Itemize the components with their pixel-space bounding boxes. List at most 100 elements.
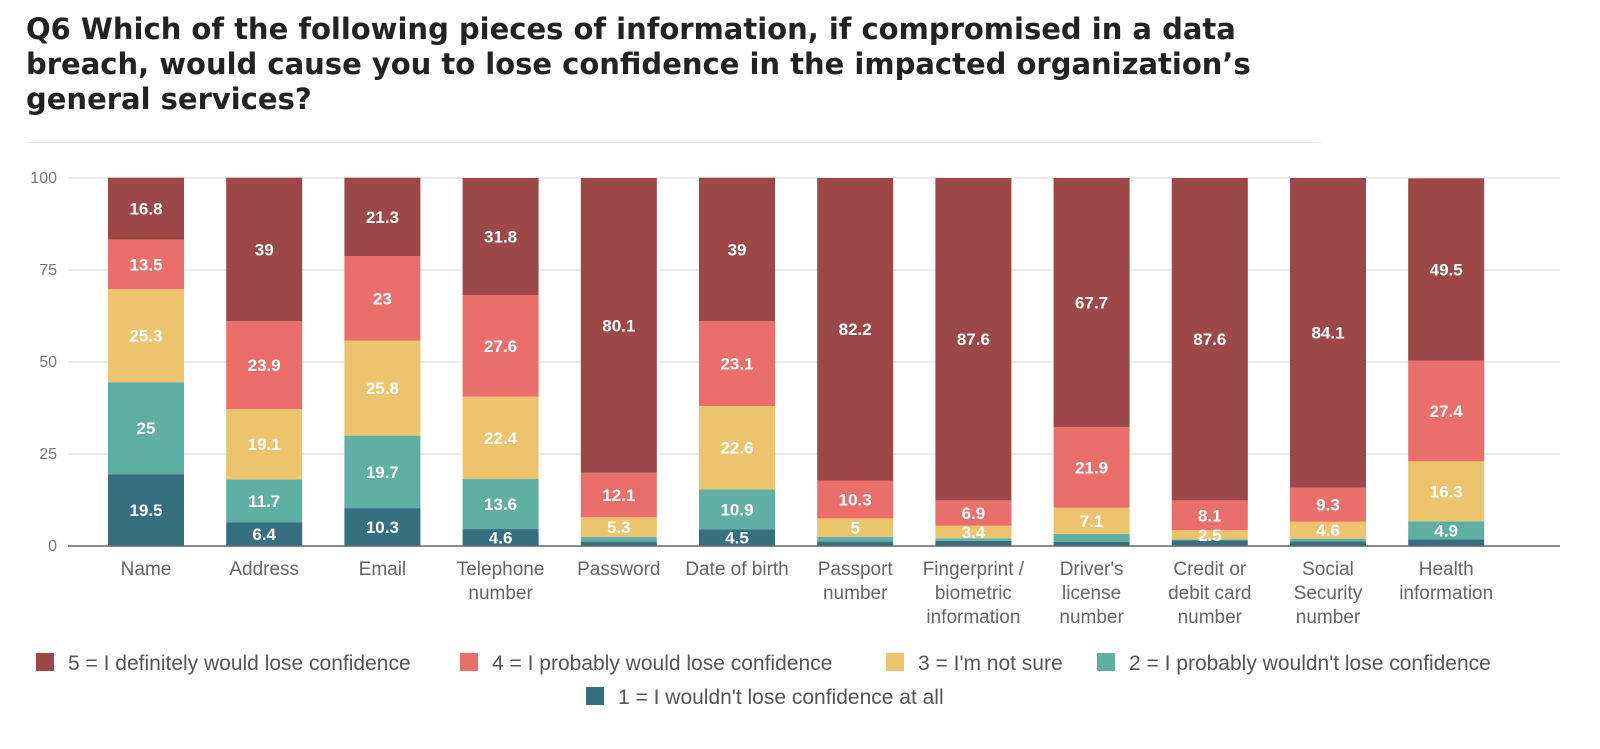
bar-segment (817, 536, 894, 542)
bar-segment (344, 340, 421, 436)
x-tick-label: biometric (935, 583, 1012, 604)
x-tick-label: Email (359, 559, 407, 580)
bar-segment (1171, 540, 1248, 546)
data-label: 22.6 (720, 439, 753, 458)
bar-segment (699, 529, 775, 546)
bar-segment (580, 517, 657, 537)
x-tick-label: number (1059, 607, 1124, 628)
x-tick-label: Name (121, 559, 172, 580)
bar-segment (1171, 530, 1248, 540)
bar-segment (1290, 487, 1366, 522)
y-tick-label: 25 (39, 446, 57, 463)
bar-segment (1408, 360, 1485, 462)
data-label: 67.7 (1075, 294, 1108, 313)
bar-segment (935, 538, 1012, 541)
bar-segment (699, 489, 775, 530)
x-tick-label: Credit or (1173, 559, 1247, 580)
data-label: 25.3 (129, 327, 162, 346)
data-label: 19.5 (129, 501, 162, 520)
bar-segment (580, 541, 657, 546)
y-tick-label: 0 (48, 538, 57, 555)
data-label: 19.7 (366, 463, 399, 482)
legend-label: 5 = I definitely would lose confidence (68, 652, 411, 675)
data-label: 16.3 (1430, 482, 1463, 501)
data-label: 16.8 (129, 200, 162, 219)
data-label: 21.9 (1075, 458, 1108, 477)
bar-segment (108, 239, 184, 290)
data-label: 7.1 (1080, 512, 1104, 531)
title-divider (26, 142, 1321, 143)
data-label: 4.6 (1316, 521, 1340, 540)
x-tick-label: number (1296, 607, 1361, 628)
y-tick-label: 100 (30, 170, 57, 187)
bar-segment (1171, 500, 1248, 531)
data-label: 2.5 (1198, 526, 1222, 545)
data-label: 39 (255, 240, 274, 259)
legend-swatch (886, 653, 904, 671)
data-label: 4.5 (725, 529, 749, 548)
bar-segment (226, 409, 303, 480)
x-tick-label: Security (1294, 583, 1363, 604)
data-label: 10.3 (366, 518, 399, 537)
bar-segment (1171, 539, 1248, 541)
bar-segment (817, 178, 894, 481)
bar-segment (1053, 541, 1130, 546)
bar-segment (1053, 178, 1130, 428)
data-label: 82.2 (839, 320, 872, 339)
x-tick-label: Telephone (457, 559, 545, 580)
bar-segment (462, 295, 539, 397)
bar-segment (226, 522, 303, 546)
data-label: 13.6 (484, 495, 517, 514)
bar-segment (699, 321, 775, 407)
data-label: 31.8 (484, 228, 517, 247)
bar-segment (344, 435, 421, 509)
bar-segment (1408, 461, 1485, 522)
x-tick-label: information (926, 607, 1020, 628)
bar-segment (462, 529, 539, 546)
data-labels: 19.5 25 25.3 13.5 16.8 6.4 11.7 19.1 23.9 39 10.3 1… (129, 200, 1463, 548)
data-label: 80.1 (602, 316, 635, 335)
bar-segment (226, 177, 303, 322)
bar-segment (1290, 521, 1366, 539)
data-label: 23.1 (720, 355, 753, 374)
bar-segment (108, 474, 184, 546)
bar-segment (108, 177, 184, 240)
data-label: 4.6 (489, 529, 513, 548)
data-label: 87.6 (1193, 330, 1226, 349)
data-label: 10.9 (720, 500, 753, 519)
bar-segment (935, 540, 1012, 546)
data-label: 49.5 (1430, 260, 1463, 279)
data-label: 25.8 (366, 379, 399, 398)
bar-segment (580, 536, 657, 542)
data-label: 3.4 (962, 523, 986, 542)
legend-label: 4 = I probably would lose confidence (492, 652, 832, 675)
bar-segment (1290, 541, 1366, 546)
bar-segment (344, 508, 421, 546)
bar-segment (1053, 533, 1130, 542)
x-tick-label: Date of birth (685, 559, 789, 580)
x-tick-label: Fingerprint / (923, 559, 1025, 580)
legend-swatch (1097, 653, 1115, 671)
data-label: 84.1 (1311, 324, 1344, 343)
bar-segment (344, 177, 421, 257)
bar-segment (817, 480, 894, 519)
bar-segment (462, 396, 539, 480)
data-label: 10.3 (839, 490, 872, 509)
y-tick-label: 50 (39, 354, 57, 371)
legend-swatch (460, 653, 478, 671)
legend-swatch (36, 653, 54, 671)
bar-segment (462, 178, 539, 296)
bar-segment (1053, 507, 1130, 534)
bar-segment (1290, 178, 1366, 488)
bar-segment (1408, 521, 1485, 540)
x-tick-label: Password (577, 559, 660, 580)
x-tick-label: Driver's (1060, 559, 1124, 580)
bar-segment (226, 479, 303, 523)
legend: 5 = I definitely would lose confidence 4 … (36, 652, 1491, 709)
x-tick-label: number (1178, 607, 1243, 628)
data-label: 6.9 (962, 504, 986, 523)
bars (108, 177, 1485, 546)
data-label: 12.1 (602, 486, 635, 505)
x-tick-label: license (1062, 583, 1121, 604)
